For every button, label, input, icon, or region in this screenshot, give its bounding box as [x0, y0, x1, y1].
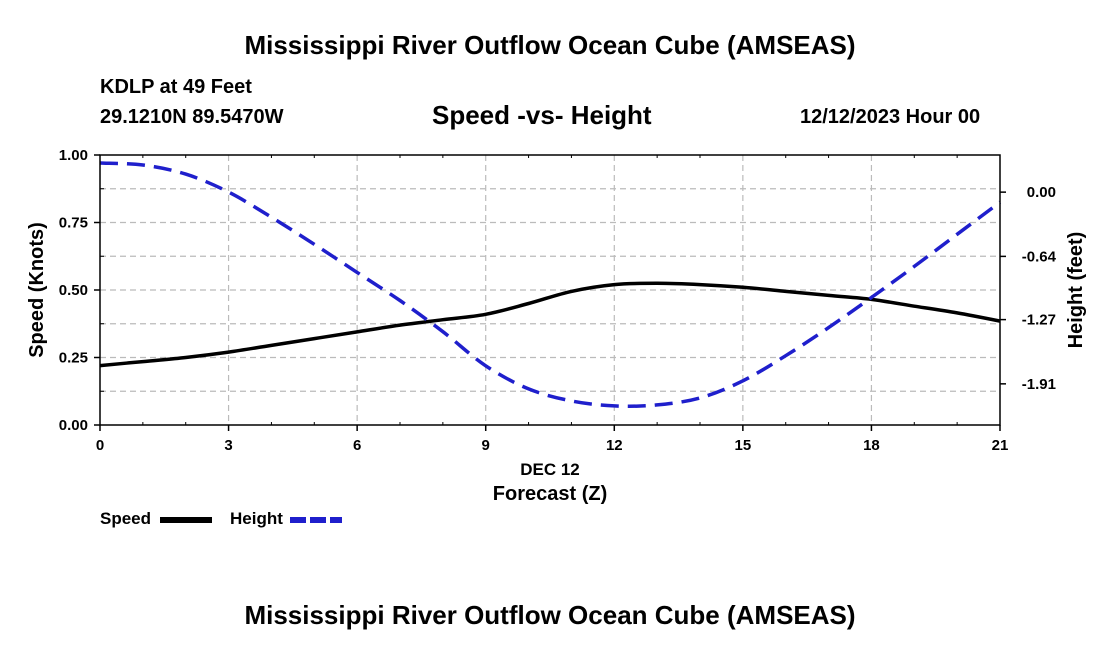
x-tick-label: 12	[606, 437, 623, 454]
legend-label-speed: Speed	[100, 509, 152, 528]
x-axis-label: Forecast (Z)	[493, 483, 607, 505]
y-tick-label-left: 0.00	[59, 417, 88, 434]
date-label: 12/12/2023 Hour 00	[800, 106, 981, 128]
x-tick-label: 15	[735, 437, 752, 454]
x-tick-label: 0	[96, 437, 104, 454]
y-tick-label-left: 0.25	[59, 350, 88, 367]
y-axis-label-right: Height (feet)	[1065, 232, 1087, 349]
main-title: Mississippi River Outflow Ocean Cube (AM…	[244, 30, 856, 60]
y-tick-label-right: -1.27	[1022, 312, 1056, 329]
x-tick-label: 3	[224, 437, 232, 454]
x-tick-label: 9	[482, 437, 490, 454]
y-tick-label-right: -1.91	[1022, 376, 1056, 393]
coordinates-label: 29.1210N 89.5470W	[100, 106, 284, 128]
y-tick-label-right: -0.64	[1022, 248, 1057, 265]
series-line-speed	[99, 281, 1001, 368]
y-tick-label-left: 0.75	[59, 215, 88, 232]
y-axis-label-left: Speed (Knots)	[26, 222, 48, 358]
x-tick-label: 18	[863, 437, 880, 454]
x-tick-label: 21	[992, 437, 1009, 454]
legend-swatch-height	[290, 517, 342, 523]
grid	[100, 155, 1000, 425]
series-line-height	[99, 161, 1002, 409]
legend-label-height: Height	[230, 509, 283, 528]
y-tick-label-left: 1.00	[59, 147, 88, 164]
station-label: KDLP at 49 Feet	[100, 76, 252, 98]
x-tick-label: 6	[353, 437, 361, 454]
x-axis-date-label: DEC 12	[520, 460, 580, 479]
footer-title: Mississippi River Outflow Ocean Cube (AM…	[244, 600, 856, 630]
legend-swatch-speed	[160, 517, 212, 523]
chart-title: Speed -vs- Height	[432, 100, 652, 130]
y-tick-label-right: 0.00	[1027, 184, 1056, 201]
y-tick-label-left: 0.50	[59, 282, 88, 299]
